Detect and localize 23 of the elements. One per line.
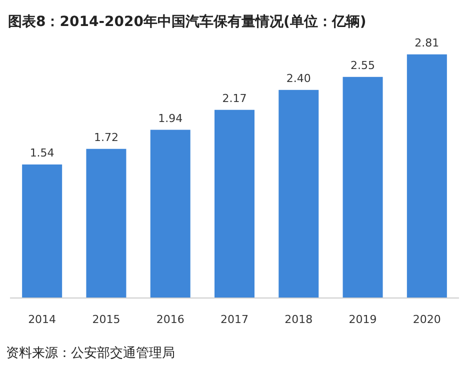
data-label: 1.72 [94, 130, 118, 144]
data-label: 2.55 [350, 58, 376, 72]
x-tick-label: 2015 [92, 313, 120, 326]
bar [406, 54, 447, 298]
bar [342, 76, 383, 298]
data-label: 2.17 [222, 92, 247, 105]
chart-title: 图表8：2014-2020年中国汽车保有量情况(单位：亿辆) [8, 13, 366, 30]
data-label: 2.81 [414, 36, 440, 50]
x-tick-label: 2017 [220, 313, 248, 326]
x-tick-label: 2019 [348, 313, 377, 326]
data-label: 1.94 [158, 112, 183, 125]
x-tick-label: 2018 [284, 313, 313, 326]
data-label: 1.54 [30, 146, 54, 160]
bar [150, 130, 190, 298]
x-tick-label: 2016 [156, 313, 184, 326]
data-label: 2.40 [286, 72, 311, 85]
bar [214, 110, 254, 298]
bar [278, 90, 319, 298]
text: 资料来源：公安部交通管理局 [6, 345, 175, 361]
bar [86, 148, 126, 298]
x-tick-label: 2014 [28, 313, 56, 326]
x-tick-label: 2020 [412, 313, 441, 326]
bar [22, 164, 62, 298]
